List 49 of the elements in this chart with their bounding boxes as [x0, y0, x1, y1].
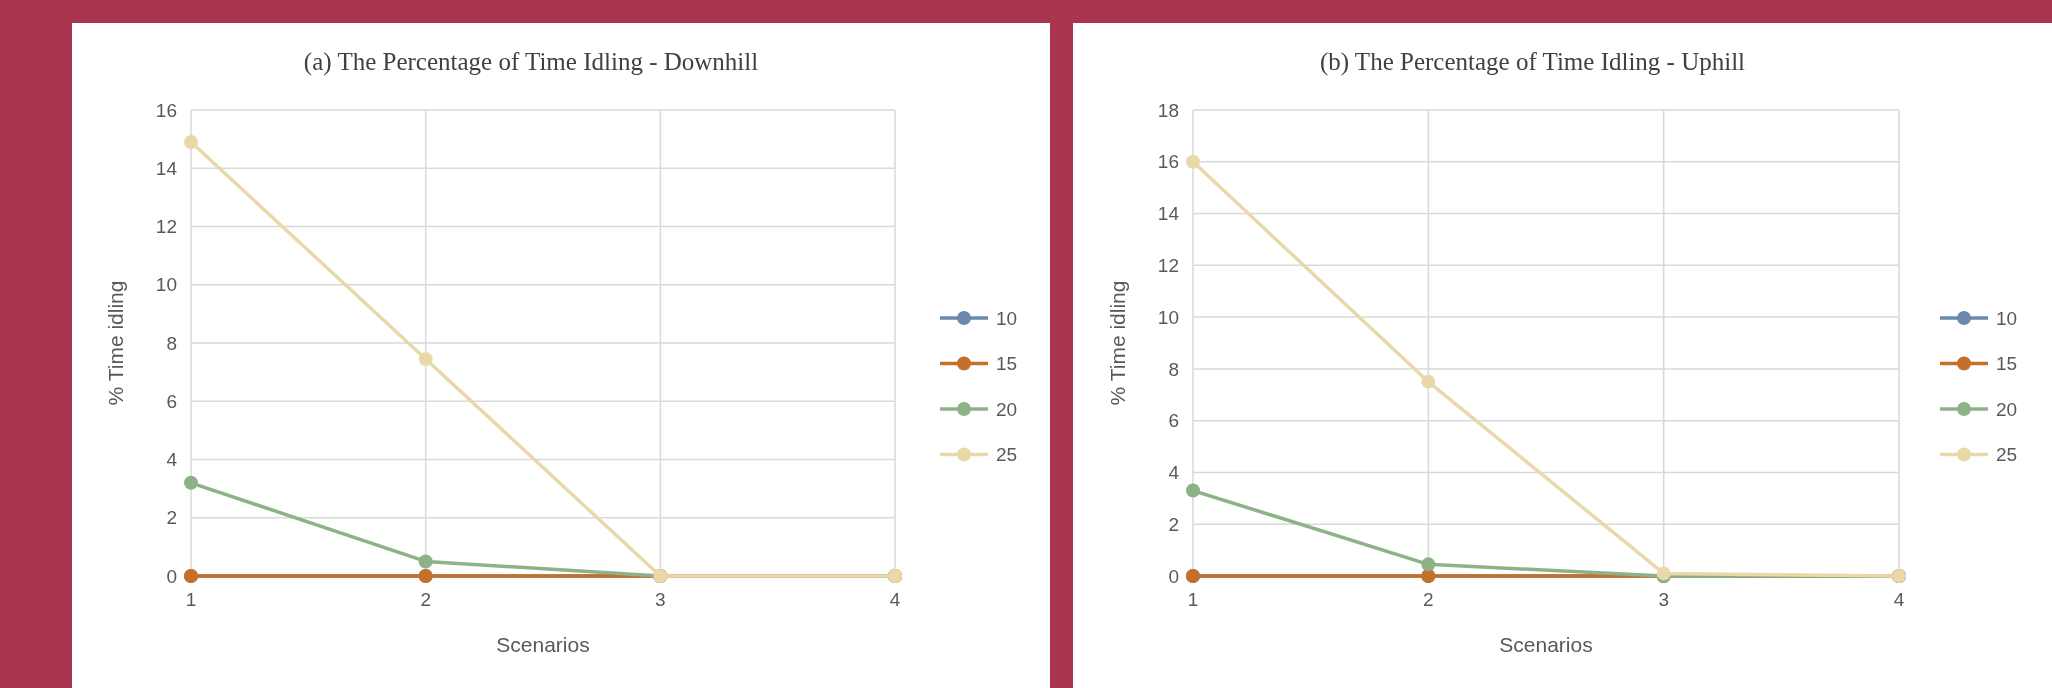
- y-axis-title: % Time idling: [1106, 280, 1129, 406]
- x-axis-title: Scenarios: [496, 633, 590, 656]
- chart-title: (b) The Percentage of Time Idling - Uphill: [1319, 48, 1746, 76]
- y-tick-label: 18: [1157, 99, 1179, 121]
- y-tick-label: 10: [1157, 306, 1179, 328]
- point: [1186, 154, 1200, 169]
- y-tick-label: 2: [166, 507, 177, 529]
- y-tick-label: 16: [155, 99, 177, 121]
- y-tick-label: 6: [1168, 410, 1179, 432]
- chart-title: (a) The Percentage of Time Idling - Downhill: [303, 48, 759, 76]
- point: [1421, 557, 1436, 572]
- legend-label: 25: [996, 444, 1018, 466]
- y-tick-label: 0: [166, 565, 177, 587]
- point: [184, 135, 198, 150]
- x-tick-label: 1: [1187, 589, 1199, 610]
- y-tick-label: 12: [1157, 254, 1179, 276]
- y-tick-label: 14: [155, 157, 178, 179]
- y-tick-label: 16: [1157, 151, 1179, 173]
- x-tick-label: 4: [889, 589, 901, 610]
- y-tick-label: 8: [1168, 358, 1179, 380]
- x-tick-label: 1: [185, 589, 197, 610]
- point: [1421, 374, 1436, 389]
- x-tick-label: 2: [420, 589, 431, 610]
- y-tick-label: 0: [1168, 565, 1179, 587]
- y-tick-label: 6: [166, 390, 177, 412]
- y-tick-label: 10: [155, 274, 177, 296]
- y-tick-label: 14: [1157, 203, 1180, 225]
- legend-label: 15: [1996, 353, 2018, 375]
- x-tick-label: 4: [1893, 589, 1905, 610]
- legend-label: 20: [996, 398, 1018, 420]
- legend-label: 10: [996, 307, 1018, 329]
- y-tick-label: 4: [1168, 462, 1180, 484]
- legend-label: 25: [1996, 444, 2018, 466]
- y-tick-label: 8: [166, 332, 177, 354]
- legend-label: 15: [996, 353, 1018, 375]
- y-tick-label: 4: [166, 449, 178, 471]
- legend-label: 10: [1996, 307, 2018, 329]
- x-tick-label: 2: [1423, 589, 1434, 610]
- y-axis-title: % Time idling: [104, 280, 127, 406]
- y-tick-label: 12: [155, 216, 177, 238]
- x-tick-label: 3: [1658, 589, 1669, 610]
- point: [184, 475, 198, 490]
- legend-label: 20: [1996, 398, 2018, 420]
- point: [1186, 483, 1200, 498]
- point: [418, 554, 433, 569]
- y-tick-label: 2: [1168, 513, 1179, 535]
- point: [418, 352, 433, 367]
- x-tick-label: 3: [655, 589, 666, 610]
- x-axis-title: Scenarios: [1499, 633, 1593, 656]
